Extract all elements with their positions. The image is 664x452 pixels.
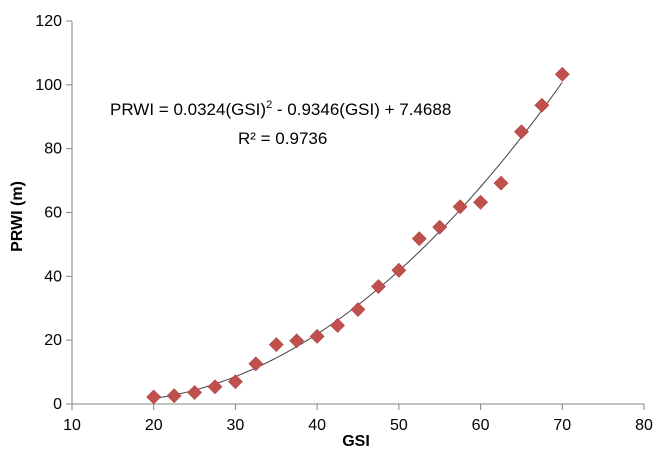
data-point (330, 318, 345, 333)
y-tick-label: 0 (53, 396, 62, 413)
y-axis-title: PRWI (m) (9, 181, 26, 252)
x-tick-label: 70 (553, 417, 571, 434)
x-tick-label: 40 (308, 417, 326, 434)
y-tick-label: 20 (44, 332, 62, 349)
y-tick-label: 100 (35, 77, 62, 94)
equation-part-2: - 0.9346(GSI) + 7.4688 (272, 100, 451, 119)
data-point (432, 219, 448, 235)
y-tick-label: 60 (44, 205, 62, 222)
x-tick-label: 60 (472, 417, 490, 434)
data-point (166, 388, 182, 404)
data-point (411, 231, 427, 247)
data-point (554, 66, 570, 82)
polynomial-trendline (153, 81, 563, 399)
data-point (473, 194, 488, 210)
data-point (391, 262, 407, 278)
y-tick-label: 120 (35, 13, 62, 30)
r-squared-label: R² = 0.9736 (238, 129, 327, 148)
y-tick-label: 40 (44, 268, 62, 285)
data-point (268, 337, 284, 353)
data-point (187, 385, 202, 400)
data-point (309, 328, 325, 344)
data-point (350, 302, 366, 317)
x-tick-label: 10 (63, 417, 81, 434)
y-tick-label: 80 (44, 141, 62, 158)
tick-marks (66, 20, 645, 410)
data-point (452, 199, 468, 215)
data-points (146, 66, 570, 405)
x-tick-label: 20 (145, 417, 163, 434)
trendline-group (153, 81, 563, 399)
data-point (534, 97, 550, 113)
data-point (228, 374, 243, 390)
data-point (289, 333, 305, 349)
axes (71, 21, 644, 405)
x-axis-title: GSI (342, 433, 370, 450)
data-point (493, 175, 509, 191)
x-tick-label: 80 (635, 417, 653, 434)
trendline-equation: PRWI = 0.0324(GSI)2 - 0.9346(GSI) + 7.46… (110, 99, 451, 119)
data-point (146, 389, 162, 405)
equation-superscript: 2 (266, 99, 272, 111)
x-tick-label: 30 (227, 417, 245, 434)
data-point (248, 356, 264, 372)
data-point (207, 379, 223, 395)
data-point (371, 279, 386, 294)
data-point (514, 124, 529, 140)
x-tick-label: 50 (390, 417, 408, 434)
equation-part-1: PRWI = 0.0324(GSI) (110, 100, 266, 119)
tick-labels: 0 20 40 60 80 100 120 10 20 30 40 50 60 70 80 (35, 13, 653, 434)
